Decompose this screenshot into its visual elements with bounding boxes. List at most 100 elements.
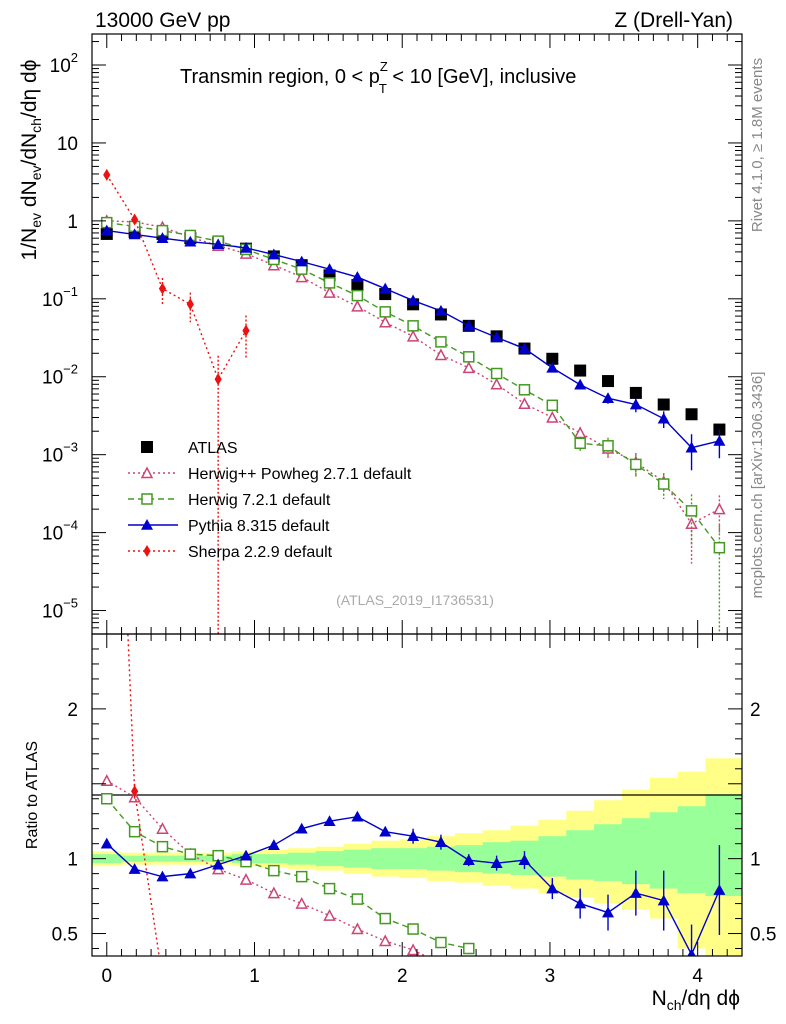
ratio-point-herwigpp bbox=[100, 774, 114, 787]
x-tick-label: 0 bbox=[101, 966, 112, 987]
data-point-sherpa bbox=[158, 282, 167, 295]
data-point-atlas bbox=[685, 408, 698, 421]
header-right-label: Z (Drell-Yan) bbox=[614, 9, 733, 32]
data-point-atlas bbox=[351, 279, 364, 292]
legend-entry-atlas: ATLAS bbox=[141, 440, 238, 457]
band-inner-segment bbox=[343, 849, 372, 868]
legend-label: Herwig 7.2.1 default bbox=[188, 492, 331, 509]
data-point-pythia bbox=[407, 294, 420, 306]
y-tick-exponent: −5 bbox=[63, 596, 78, 611]
band-inner-segment bbox=[538, 836, 567, 877]
y-tick-label: 102 bbox=[50, 50, 78, 77]
ratio-point-pythia bbox=[212, 858, 225, 870]
legend-marker bbox=[141, 519, 153, 530]
ratio-point-pythia bbox=[518, 854, 531, 865]
ratio-point-pythia bbox=[434, 836, 447, 847]
band-inner-segment bbox=[399, 848, 428, 870]
ratio-y-tick-label: 2 bbox=[67, 700, 78, 721]
legend-label: Herwig++ Powheg 2.7.1 default bbox=[188, 466, 412, 483]
ratio-point-pythia bbox=[462, 854, 475, 865]
x-tick-label: 4 bbox=[692, 966, 703, 987]
series-line-sherpa bbox=[106, 174, 247, 381]
main-title-sub: T bbox=[379, 81, 387, 96]
data-point-herwigpp bbox=[434, 348, 448, 361]
ratio-point-herwig7 bbox=[435, 936, 447, 949]
band-inner-segment bbox=[594, 824, 623, 882]
band-inner-segment bbox=[427, 846, 456, 871]
ratio-point-herwig7 bbox=[101, 792, 113, 805]
y-tick-base: 10 bbox=[42, 446, 63, 467]
band-inner-segment bbox=[92, 854, 122, 864]
y-tick-label: 10−2 bbox=[42, 362, 78, 389]
ratio-point-herwigpp bbox=[295, 896, 308, 909]
ratio-y-tick-label-right: 2 bbox=[750, 700, 761, 721]
band-inner-segment bbox=[371, 848, 400, 870]
data-point-herwig7 bbox=[574, 437, 586, 450]
data-point-herwigpp bbox=[462, 361, 476, 374]
data-point-sherpa bbox=[103, 168, 111, 181]
main-title: Transmin region, 0 < pZ T < 10 [GeV], inc… bbox=[180, 59, 576, 96]
band-inner-segment bbox=[148, 855, 177, 862]
data-point-pythia bbox=[434, 304, 447, 316]
ratio-point-herwig7 bbox=[128, 825, 141, 838]
legend-entry-sherpa: Sherpa 2.2.9 default bbox=[128, 544, 333, 561]
ratio-point-herwigpp bbox=[323, 908, 336, 921]
data-point-sherpa bbox=[214, 373, 222, 386]
legend: ATLAS Herwig++ Powheg 2.7.1 default Herwig… bbox=[128, 440, 412, 561]
data-point-herwig7 bbox=[630, 458, 642, 471]
series-sherpa bbox=[103, 168, 250, 634]
y-tick-base: 10 bbox=[42, 290, 63, 311]
ratio-point-pythia bbox=[295, 822, 308, 834]
ratio-point-pythia bbox=[323, 815, 336, 827]
y-tick-exponent: −2 bbox=[63, 362, 78, 377]
data-point-sherpa bbox=[242, 324, 250, 337]
band-inner-segment bbox=[677, 806, 706, 894]
y-tick-label: 10−1 bbox=[42, 284, 78, 311]
ratio-point-sherpa bbox=[159, 972, 166, 984]
ratio-point-herwigpp bbox=[267, 886, 281, 899]
ratio-y-axis-label: Ratio to ATLAS bbox=[24, 741, 41, 849]
y-tick-label: 10−3 bbox=[42, 440, 78, 467]
y-tick-exponent: −3 bbox=[63, 440, 78, 455]
data-point-pythia bbox=[379, 282, 392, 294]
ratio-point-pythia bbox=[713, 884, 726, 895]
y-tick-exponent: −4 bbox=[63, 518, 78, 533]
data-point-pythia bbox=[518, 342, 531, 354]
y-tick-label: 10−5 bbox=[42, 596, 78, 623]
ratio-series-group bbox=[100, 634, 726, 984]
x-tick-label: 3 bbox=[545, 966, 556, 987]
data-point-pythia bbox=[267, 248, 280, 260]
data-point-pythia bbox=[713, 434, 726, 446]
band-inner-segment bbox=[259, 854, 289, 864]
header-left-label: 13000 GeV pp bbox=[95, 9, 230, 32]
y-tick-label: 10−4 bbox=[42, 518, 78, 545]
data-point-atlas bbox=[602, 375, 615, 388]
data-point-pythia bbox=[462, 319, 475, 331]
y-tick-base: 10 bbox=[50, 56, 71, 77]
ratio-point-herwig7 bbox=[156, 840, 169, 853]
y-tick-base: 10 bbox=[42, 368, 63, 389]
band-inner-segment bbox=[705, 794, 742, 897]
legend-entry-herwig7: Herwig 7.2.1 default bbox=[128, 492, 331, 509]
main-y-axis-label: 1/Nev dNev/dNch/dη dϕ bbox=[18, 60, 44, 261]
x-tick-label: 2 bbox=[397, 966, 408, 987]
ratio-point-herwigpp bbox=[436, 958, 446, 968]
data-point-herwigpp bbox=[295, 270, 308, 283]
ratio-point-pythia bbox=[629, 887, 642, 898]
data-point-pythia bbox=[685, 441, 698, 453]
ratio-point-pythia bbox=[240, 849, 253, 861]
ratio-point-pythia bbox=[657, 894, 670, 906]
band-inner-segment bbox=[287, 852, 317, 865]
data-point-herwig7 bbox=[518, 384, 531, 396]
data-point-herwig7 bbox=[379, 306, 391, 318]
y-tick-label: 1 bbox=[67, 212, 78, 233]
band-inner-segment bbox=[120, 855, 150, 862]
data-point-herwigpp bbox=[351, 299, 364, 312]
data-point-sherpa bbox=[131, 213, 139, 226]
data-point-herwig7 bbox=[323, 277, 336, 289]
data-point-pythia bbox=[323, 263, 336, 274]
data-point-herwig7 bbox=[351, 289, 364, 302]
